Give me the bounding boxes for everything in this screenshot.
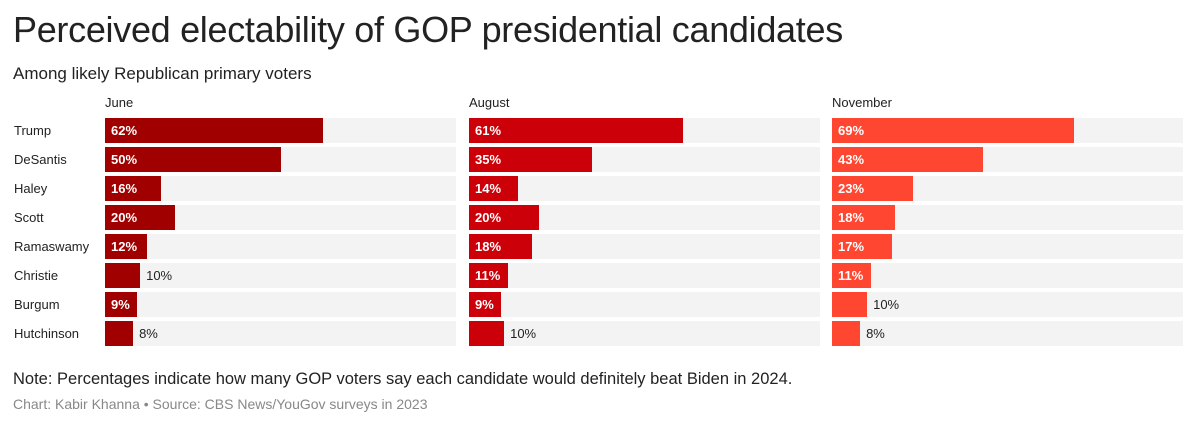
bar-track: 16% <box>105 176 456 201</box>
data-label: 9% <box>111 297 130 312</box>
bar-august-burgum <box>469 292 501 317</box>
bar-track: 18% <box>469 234 820 259</box>
bar-august-ramaswamy <box>469 234 533 259</box>
data-label: 43% <box>838 152 865 167</box>
bar-track: 8% <box>832 321 1183 346</box>
data-label: 16% <box>111 181 138 196</box>
bar-track: 10% <box>105 263 456 288</box>
data-label: 8% <box>866 326 885 341</box>
bar-august-haley <box>469 176 519 201</box>
bar-november-burgum <box>832 292 868 317</box>
bar-august-scott <box>469 205 540 230</box>
panel-title-november: November <box>832 95 892 110</box>
data-label: 9% <box>475 297 494 312</box>
bar-track: 12% <box>105 234 456 259</box>
data-label: 61% <box>475 123 502 138</box>
data-label: 10% <box>146 268 173 283</box>
chart-title: Perceived electability of GOP presidenti… <box>13 9 843 50</box>
panel-title-august: August <box>469 95 510 110</box>
data-label: 17% <box>838 239 865 254</box>
bar-august-desantis <box>469 147 592 172</box>
data-label: 20% <box>111 210 138 225</box>
bar-november-ramaswamy <box>832 234 892 259</box>
chart-credit: Chart: Kabir Khanna • Source: CBS News/Y… <box>13 396 428 412</box>
bar-track: 10% <box>832 292 1183 317</box>
row-label-haley: Haley <box>14 181 48 196</box>
bar-november-christie <box>832 263 871 288</box>
bar-track: 62% <box>105 118 456 143</box>
data-label: 14% <box>475 181 502 196</box>
data-label: 11% <box>838 268 864 283</box>
chart-subtitle: Among likely Republican primary voters <box>13 64 312 83</box>
data-label: 12% <box>111 239 138 254</box>
bar-june-scott <box>105 205 176 230</box>
data-label: 18% <box>475 239 502 254</box>
data-label: 18% <box>838 210 865 225</box>
bar-november-trump <box>832 118 1075 143</box>
data-label: 62% <box>111 123 138 138</box>
row-label-hutchinson: Hutchinson <box>14 326 80 341</box>
bar-june-hutchinson <box>105 321 134 346</box>
bar-track: 18% <box>832 205 1183 230</box>
row-label-scott: Scott <box>14 210 44 225</box>
data-label: 20% <box>475 210 502 225</box>
data-label: 23% <box>838 181 865 196</box>
row-label-desantis: DeSantis <box>14 152 67 167</box>
bar-november-haley <box>832 176 913 201</box>
bar-track: 20% <box>469 205 820 230</box>
bar-track: 20% <box>105 205 456 230</box>
row-label-christie: Christie <box>14 268 59 283</box>
bar-june-trump <box>105 118 323 143</box>
bar-june-ramaswamy <box>105 234 148 259</box>
bar-track: 9% <box>469 292 820 317</box>
data-label: 10% <box>873 297 900 312</box>
data-label: 10% <box>510 326 537 341</box>
bar-track: 69% <box>832 118 1183 143</box>
bar-june-christie <box>105 263 141 288</box>
chart-note: Note: Percentages indicate how many GOP … <box>13 370 793 388</box>
bar-june-desantis <box>105 147 281 172</box>
data-label: 11% <box>475 268 501 283</box>
bar-june-burgum <box>105 292 137 317</box>
bar-track: 11% <box>832 263 1183 288</box>
data-label: 8% <box>139 326 158 341</box>
bar-track: 17% <box>832 234 1183 259</box>
data-label: 50% <box>111 152 138 167</box>
data-label: 69% <box>838 123 865 138</box>
bar-track: 23% <box>832 176 1183 201</box>
bar-track: 10% <box>469 321 820 346</box>
bar-november-desantis <box>832 147 983 172</box>
row-label-ramaswamy: Ramaswamy <box>14 239 90 254</box>
bar-track: 14% <box>469 176 820 201</box>
bar-june-haley <box>105 176 162 201</box>
bar-track: 11% <box>469 263 820 288</box>
row-label-burgum: Burgum <box>14 297 60 312</box>
bar-november-hutchinson <box>832 321 861 346</box>
row-label-trump: Trump <box>14 123 52 138</box>
bar-august-hutchinson <box>469 321 505 346</box>
bar-track: 61% <box>469 118 820 143</box>
bar-august-trump <box>469 118 684 143</box>
bar-august-christie <box>469 263 508 288</box>
bar-track: 9% <box>105 292 456 317</box>
bar-track: 50% <box>105 147 456 172</box>
bar-november-scott <box>832 205 896 230</box>
bar-track: 8% <box>105 321 456 346</box>
bar-track: 43% <box>832 147 1183 172</box>
panel-title-june: June <box>105 95 134 110</box>
data-label: 35% <box>475 152 502 167</box>
bar-track: 35% <box>469 147 820 172</box>
